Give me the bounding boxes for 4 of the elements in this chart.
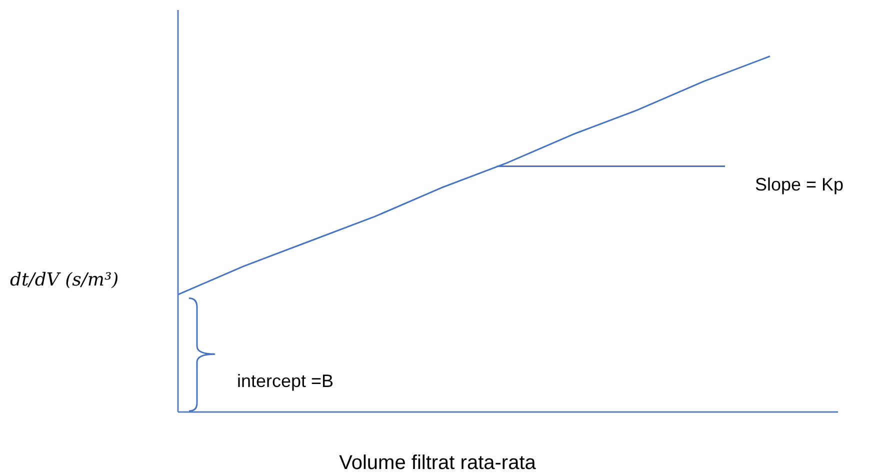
y-axis-title: dt/dV (s/m³) (10, 269, 119, 290)
annotation: intercept =B (237, 371, 334, 391)
annotation: Slope = Kp (755, 174, 844, 194)
x-axis-title: Volume filtrat rata-rata (339, 452, 537, 474)
